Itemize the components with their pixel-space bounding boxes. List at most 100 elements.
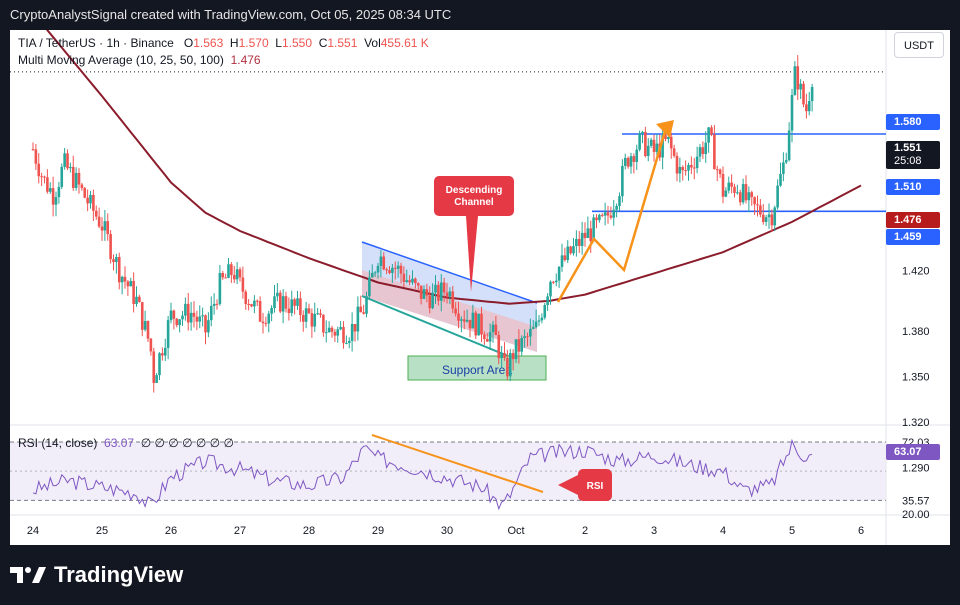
candle-body xyxy=(322,314,325,333)
candle-body xyxy=(810,86,814,102)
candle-body xyxy=(635,149,639,162)
candle-body xyxy=(618,196,621,207)
legend-low-label: L xyxy=(275,36,282,50)
candle-body xyxy=(638,133,641,150)
candle-body xyxy=(57,186,61,198)
price-tick-label: 1.350 xyxy=(902,371,930,383)
chart-canvas[interactable]: 1.2901.3201.3501.3801.4201.5001.6001.650… xyxy=(10,30,950,545)
candle-body xyxy=(802,83,805,105)
rsi-callout-box xyxy=(578,469,612,501)
candle-body xyxy=(393,267,397,269)
candle-body xyxy=(603,212,607,216)
candle-body xyxy=(583,232,587,239)
candle-body xyxy=(184,303,187,316)
candle-body xyxy=(362,312,365,314)
candle-body xyxy=(89,194,92,204)
candle-body xyxy=(471,312,475,329)
candle-body xyxy=(764,217,768,222)
price-tag-1459: 1.459 xyxy=(886,229,940,245)
candle-body xyxy=(382,256,386,270)
candle-body xyxy=(552,281,555,283)
price-tick-label: 1.290 xyxy=(902,462,930,474)
descending-channel-upper-line xyxy=(361,241,538,304)
candle-body xyxy=(543,304,547,318)
candle-body xyxy=(692,167,696,169)
candle-body xyxy=(569,246,572,254)
candle-body xyxy=(468,319,472,329)
candle-body xyxy=(264,323,268,325)
candle-body xyxy=(123,276,127,282)
candle-body xyxy=(506,357,509,377)
candle-body xyxy=(218,272,222,304)
candle-body xyxy=(261,321,265,324)
candle-body xyxy=(365,296,368,314)
candle-body xyxy=(698,147,702,157)
candle-body xyxy=(477,313,480,336)
candle-body xyxy=(549,281,552,297)
candle-body xyxy=(442,282,446,293)
candle-body xyxy=(606,212,610,216)
candle-body xyxy=(161,353,164,356)
candle-body xyxy=(307,308,311,314)
candle-body xyxy=(163,347,167,356)
candle-body xyxy=(738,192,742,203)
candle-body xyxy=(278,292,282,312)
candlestick-series xyxy=(31,55,814,393)
candle-body xyxy=(600,214,604,216)
price-tag-countdown: 25:08 xyxy=(894,155,922,167)
candle-body xyxy=(293,299,296,306)
candle-body xyxy=(460,319,463,321)
candle-body xyxy=(195,316,199,322)
descending-channel-label-line2: Channel xyxy=(454,197,494,208)
descending-channel-label-line1: Descending xyxy=(446,185,503,196)
candle-body xyxy=(80,184,84,189)
candle-body xyxy=(747,192,751,201)
candle-body xyxy=(575,238,578,247)
candle-body xyxy=(342,327,345,344)
candle-body xyxy=(97,216,101,227)
chart-panel[interactable]: 1.2901.3201.3501.3801.4201.5001.6001.650… xyxy=(10,30,950,545)
candle-body xyxy=(807,101,811,112)
time-tick-label: 29 xyxy=(372,525,384,537)
candle-body xyxy=(523,336,526,338)
candle-body xyxy=(454,308,457,314)
candle-body xyxy=(109,234,112,260)
candle-body xyxy=(428,295,432,309)
chart-attribution: CryptoAnalystSignal created with Trading… xyxy=(10,7,452,22)
candle-body xyxy=(247,303,250,305)
price-tag-last-value: 1.551 xyxy=(894,142,922,154)
candle-body xyxy=(678,167,682,174)
moving-average-line xyxy=(45,30,862,305)
candle-body xyxy=(586,228,590,239)
candle-body xyxy=(779,173,782,186)
candle-body xyxy=(146,321,150,339)
candle-body xyxy=(621,165,624,197)
currency-button[interactable]: USDT xyxy=(894,32,944,58)
tradingview-logo[interactable]: TradingView xyxy=(10,560,183,590)
legend-rsi-label: RSI (14, close) xyxy=(18,436,98,450)
legend-open-label: O xyxy=(183,36,194,50)
candle-body xyxy=(54,197,58,205)
candle-body xyxy=(514,339,518,360)
candle-body xyxy=(368,277,371,297)
candle-body xyxy=(319,313,322,315)
candle-body xyxy=(721,173,725,197)
candle-body xyxy=(339,327,342,330)
candle-body xyxy=(250,304,253,307)
time-tick-label: 4 xyxy=(720,525,726,537)
rsi-callout-pointer xyxy=(558,473,582,497)
legend-rsi-placeholders: ∅ ∅ ∅ ∅ ∅ ∅ ∅ xyxy=(140,436,234,450)
candle-body xyxy=(508,353,512,377)
candle-body xyxy=(589,228,593,242)
candle-body xyxy=(465,319,469,322)
candle-body xyxy=(615,206,618,210)
rsi-line xyxy=(32,438,813,511)
candle-body xyxy=(727,182,731,191)
candle-body xyxy=(290,299,294,314)
legend-volume: 455.61 K xyxy=(380,36,429,50)
legend-rsi: RSI (14, close) 63.07 ∅ ∅ ∅ ∅ ∅ ∅ ∅ xyxy=(18,436,234,450)
candle-body xyxy=(787,130,791,161)
legend-close-label: C xyxy=(318,36,328,50)
candle-body xyxy=(94,210,98,217)
descending-channel-callout-pointer xyxy=(466,216,478,292)
